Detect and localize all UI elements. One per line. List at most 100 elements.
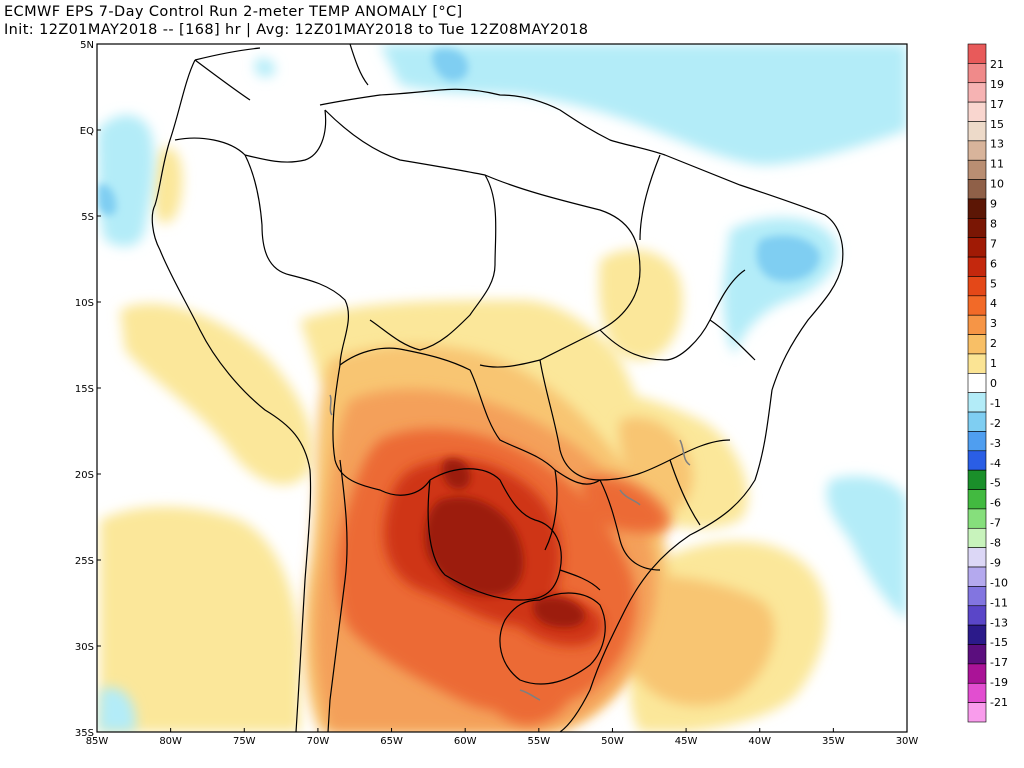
colorbar-swatch [967, 663, 987, 684]
colorbar-label: 7 [990, 237, 997, 250]
colorbar-swatch [967, 237, 987, 258]
lon-tick-label: 55W [528, 736, 551, 747]
anomaly-minus1-region [98, 44, 907, 732]
colorbar-swatch [967, 508, 987, 529]
colorbar-label: -5 [990, 477, 1001, 490]
colorbar-swatch [967, 82, 987, 103]
lon-tick-label: 70W [307, 736, 330, 747]
colorbar-label: 0 [990, 377, 997, 390]
colorbar-label: -3 [990, 437, 1001, 450]
colorbar-swatch [967, 644, 987, 665]
colorbar-swatch [967, 140, 987, 161]
colorbar-swatch [967, 411, 987, 432]
colorbar-swatch [967, 489, 987, 510]
lat-tick-label: 35S [75, 728, 94, 739]
colorbar-label: 5 [990, 277, 997, 290]
lat-tick-label: 25S [75, 556, 94, 567]
colorbar-swatch [967, 431, 987, 452]
colorbar-swatch [967, 450, 987, 471]
colorbar-label: 17 [990, 98, 1004, 111]
colorbar-swatch [967, 256, 987, 277]
colorbar-swatch [967, 702, 987, 723]
colorbar-swatch [967, 682, 987, 703]
colorbar-label: -7 [990, 517, 1001, 530]
lon-tick-label: 60W [454, 736, 477, 747]
colorbar-label: 4 [990, 297, 997, 310]
chart-title: ECMWF EPS 7-Day Control Run 2-meter TEMP… [4, 4, 463, 20]
colorbar-label: -9 [990, 556, 1001, 569]
colorbar-swatch [967, 121, 987, 142]
colorbar-swatch [967, 624, 987, 645]
lat-tick-label: 30S [75, 642, 94, 653]
chart-subtitle: Init: 12Z01MAY2018 -- [168] hr | Avg: 12… [4, 22, 589, 38]
colorbar-label: -11 [990, 596, 1008, 609]
lat-tick-label: 20S [75, 470, 94, 481]
lon-tick-label: 50W [601, 736, 624, 747]
colorbar-label: 13 [990, 138, 1004, 151]
anomaly-minus2-region [98, 48, 820, 282]
colorbar-swatch [967, 218, 987, 239]
colorbar-swatch [967, 586, 987, 607]
colorbar-swatch [967, 198, 987, 219]
colorbar-swatch [967, 334, 987, 355]
colorbar-swatch [967, 566, 987, 587]
colorbar-label: 2 [990, 337, 997, 350]
lon-tick-label: 35W [822, 736, 845, 747]
colorbar-label: -10 [990, 576, 1008, 589]
lon-tick-label: 65W [380, 736, 403, 747]
colorbar-swatch [967, 527, 987, 548]
colorbar-swatch [967, 159, 987, 180]
colorbar-label: 9 [990, 198, 997, 211]
longitude-axis: 85W 80W 75W 70W 65W 60W 55W 50W 45W 40W 35W 30W [86, 728, 919, 747]
lat-tick-label: 10S [75, 298, 94, 309]
latitude-axis: 5N EQ 5S 10S 15S 20S 25S 30S 35S [75, 40, 101, 739]
colorbar-label: -6 [990, 497, 1001, 510]
lat-tick-label: EQ [80, 126, 94, 137]
colorbar-label: 19 [990, 78, 1004, 91]
colorbar-label: 1 [990, 357, 997, 370]
colorbar-label: 10 [990, 178, 1004, 191]
anomaly-plus8-region [424, 458, 585, 628]
colorbar-label: -19 [990, 676, 1008, 689]
lon-tick-label: 40W [748, 736, 771, 747]
colorbar-label: 21 [990, 58, 1004, 71]
colorbar-swatch [967, 353, 987, 374]
colorbar-label: 15 [990, 118, 1004, 131]
lon-tick-label: 75W [233, 736, 256, 747]
colorbar-swatch [967, 179, 987, 200]
lon-tick-label: 85W [86, 736, 109, 747]
colorbar-label: -15 [990, 636, 1008, 649]
colorbar-swatch [967, 605, 987, 626]
colorbar-swatch [967, 43, 987, 64]
colorbar-label: 11 [990, 158, 1004, 171]
colorbar-swatch [967, 63, 987, 84]
anomaly-field [98, 44, 907, 732]
lon-tick-label: 45W [675, 736, 698, 747]
colorbar-swatch [967, 469, 987, 490]
colorbar-swatch [967, 101, 987, 122]
colorbar: 211917151311109876543210-1-2-3-4-5-6-7-8… [967, 43, 1008, 723]
colorbar-swatch [967, 392, 987, 413]
colorbar-label: -1 [990, 397, 1001, 410]
colorbar-label: 3 [990, 317, 997, 330]
colorbar-label: -13 [990, 616, 1008, 629]
colorbar-label: 6 [990, 257, 997, 270]
colorbar-swatch [967, 276, 987, 297]
colorbar-swatch [967, 314, 987, 335]
colorbar-swatch [967, 547, 987, 568]
colorbar-label: 8 [990, 217, 997, 230]
colorbar-label: -4 [990, 457, 1001, 470]
colorbar-label: -8 [990, 537, 1001, 550]
colorbar-label: -2 [990, 417, 1001, 430]
lat-tick-label: 5N [80, 40, 94, 51]
lat-tick-label: 5S [81, 212, 94, 223]
colorbar-label: -17 [990, 656, 1008, 669]
colorbar-label: -21 [990, 696, 1008, 709]
colorbar-swatch [967, 373, 987, 393]
country-borders [151, 44, 844, 732]
lon-tick-label: 30W [896, 736, 919, 747]
lon-tick-label: 80W [159, 736, 182, 747]
colorbar-swatch [967, 295, 987, 316]
lakes [329, 394, 691, 701]
